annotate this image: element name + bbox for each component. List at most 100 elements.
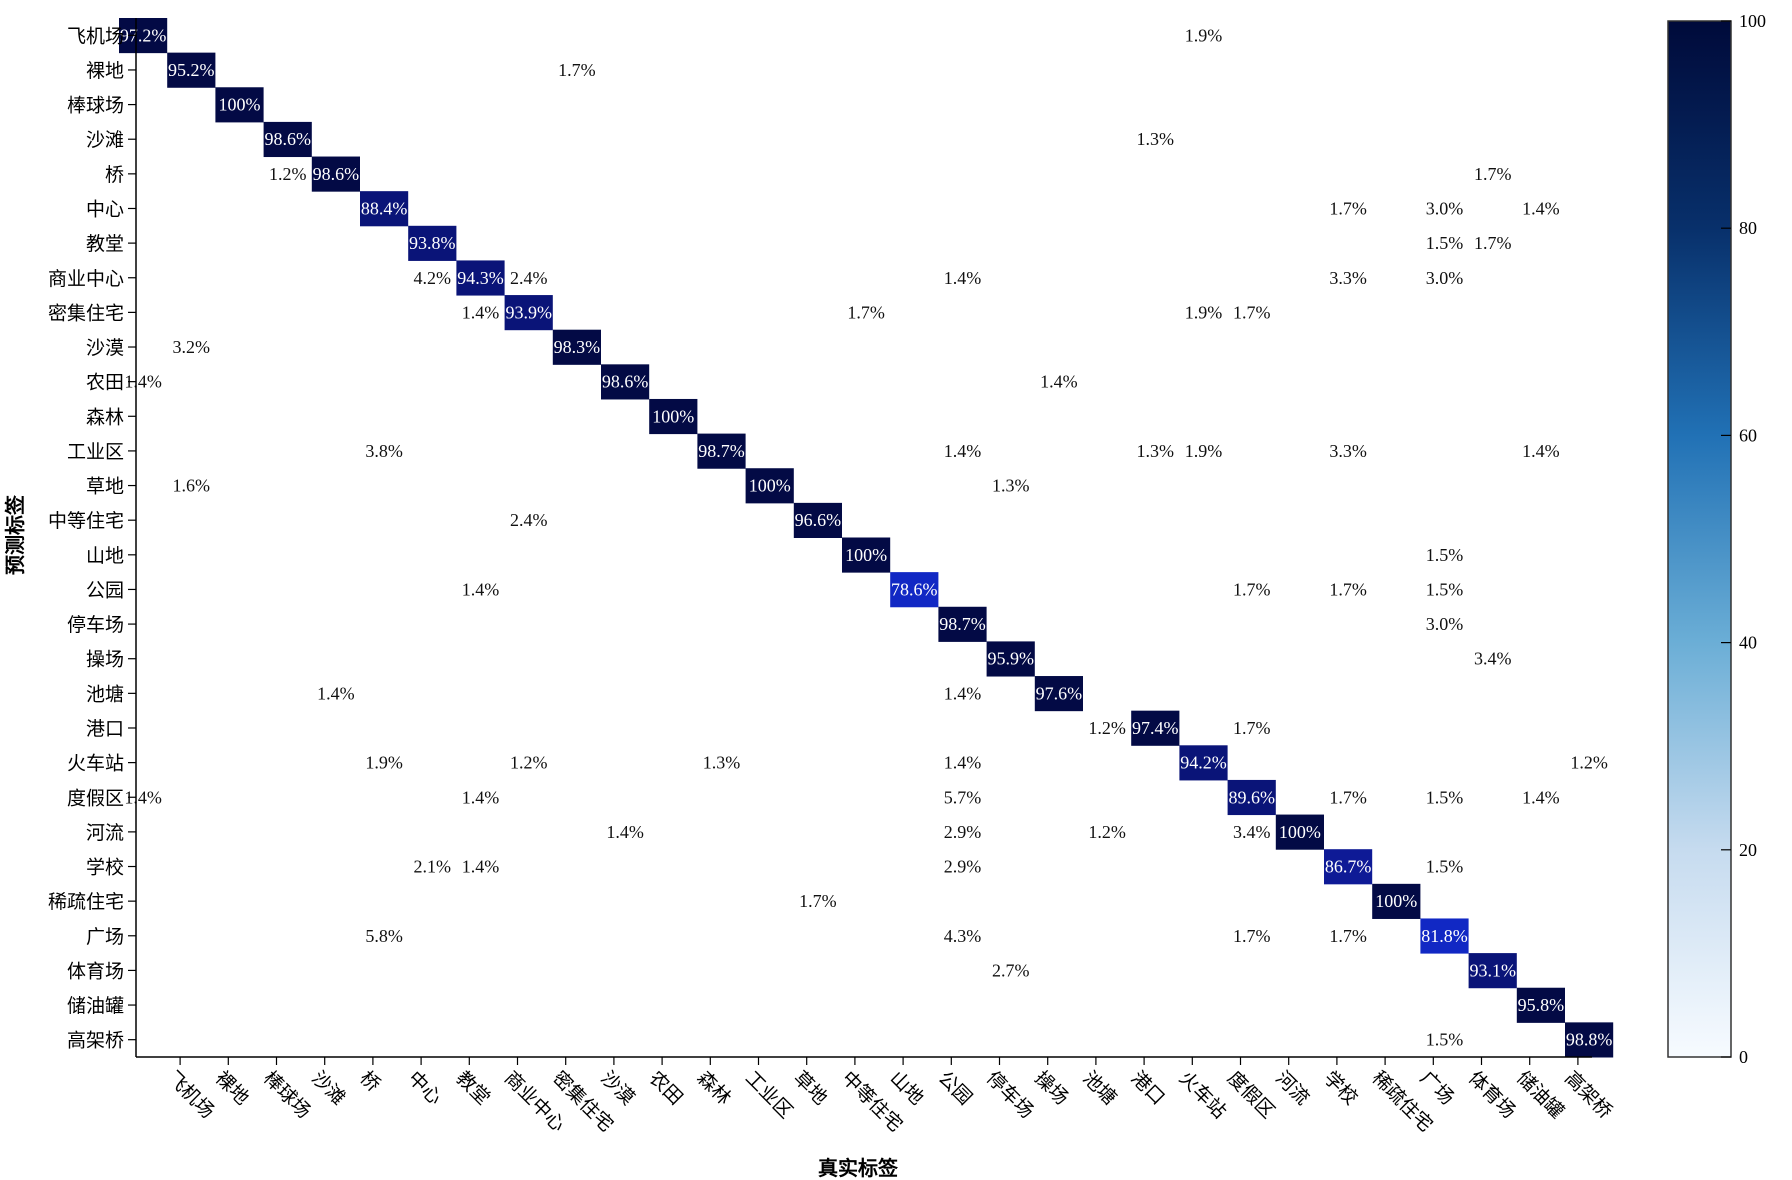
x-tick-label: 港口	[1127, 1067, 1169, 1109]
cell-value-label: 97.4%	[1132, 718, 1179, 738]
y-tick-label: 学校	[86, 857, 124, 879]
matrix-cell	[1565, 1022, 1614, 1058]
cell-value-label: 100%	[1375, 891, 1417, 911]
cell-value-label: 1.7%	[1233, 926, 1271, 946]
y-tick-label: 裸地	[86, 60, 124, 82]
y-tick-label: 商业中心	[48, 268, 124, 290]
matrix-cell	[1324, 849, 1373, 885]
y-tick-label: 停车场	[67, 614, 124, 636]
cell-value-label: 97.6%	[1036, 683, 1083, 703]
matrix-cell	[793, 502, 842, 538]
cell-value-label: 86.7%	[1325, 857, 1372, 877]
y-tick-label: 中心	[86, 198, 124, 220]
y-tick-label: 农田	[86, 372, 124, 394]
cell-value-label: 1.4%	[944, 753, 982, 773]
cell-value-label: 1.7%	[847, 302, 885, 322]
colorbar: 0 20 40 60 80 100	[1667, 11, 1766, 1067]
cell-value-label: 100%	[749, 476, 791, 496]
y-tick-label: 飞机场	[67, 25, 124, 47]
cell-value-label: 1.9%	[1185, 441, 1223, 461]
colorbar-tick-label: 0	[1739, 1047, 1748, 1067]
colorbar-tick-label: 100	[1739, 11, 1766, 31]
x-tick-label: 棒球场	[259, 1067, 315, 1123]
y-tick-label: 体育场	[67, 960, 124, 982]
y-tick-label: 沙漠	[86, 337, 124, 359]
cell-value-label: 81.8%	[1421, 926, 1468, 946]
cell-value-label: 1.7%	[1233, 579, 1271, 599]
cell-value-label: 5.7%	[944, 787, 982, 807]
cell-value-label: 1.3%	[1137, 441, 1175, 461]
matrix-cell	[649, 398, 698, 435]
cell-value-label: 1.9%	[365, 753, 403, 773]
matrix-cell	[552, 329, 601, 365]
y-tick-label: 操场	[86, 649, 124, 671]
cell-value-label: 1.4%	[462, 579, 500, 599]
matrix-cell	[601, 364, 650, 400]
cell-value-label: 94.3%	[457, 268, 504, 288]
x-tick-label: 广场	[1416, 1067, 1458, 1109]
cell-value-label: 1.7%	[558, 60, 596, 80]
cell-value-label: 98.6%	[313, 164, 360, 184]
y-tick-label: 山地	[86, 545, 124, 567]
x-tick-label: 体育场	[1464, 1067, 1520, 1123]
cell-value-label: 1.4%	[1522, 441, 1560, 461]
cell-value-label: 1.4%	[462, 787, 500, 807]
x-tick-label: 高架桥	[1560, 1067, 1616, 1123]
matrix-cell	[1227, 779, 1276, 816]
cell-value-label: 2.9%	[944, 822, 982, 842]
y-tick-label: 森林	[86, 406, 124, 428]
matrix-cell	[842, 537, 891, 573]
cell-value-label: 93.1%	[1469, 960, 1516, 980]
cell-value-label: 95.9%	[987, 649, 1034, 669]
matrix-cell	[408, 225, 457, 261]
cell-value-label: 98.3%	[554, 337, 601, 357]
x-tick-label: 操场	[1030, 1067, 1072, 1109]
cell-value-label: 96.6%	[795, 510, 842, 530]
cell-value-label: 1.4%	[944, 683, 982, 703]
cell-value-label: 1.4%	[462, 302, 500, 322]
cell-value-label: 1.7%	[1474, 233, 1512, 253]
y-tick-labels: 飞机场裸地棒球场沙滩桥中心教堂商业中心密集住宅沙漠农田森林工业区草地中等住宅山地…	[48, 25, 124, 1051]
y-tick-label: 沙滩	[86, 129, 124, 151]
cell-value-label: 100%	[1279, 822, 1321, 842]
x-tick-label: 中心	[404, 1067, 446, 1109]
x-tick-label: 草地	[789, 1067, 831, 1109]
cell-value-label: 1.5%	[1426, 857, 1464, 877]
cell-value-label: 3.2%	[173, 337, 211, 357]
cell-value-label: 98.8%	[1566, 1030, 1613, 1050]
x-tick-label: 森林	[693, 1067, 735, 1109]
cell-value-label: 1.7%	[1329, 198, 1367, 218]
cell-value-label: 1.7%	[1329, 579, 1367, 599]
y-tick-label: 河流	[86, 822, 124, 844]
cell-value-label: 95.2%	[168, 60, 215, 80]
cell-value-label: 1.7%	[1474, 164, 1512, 184]
cell-value-label: 1.6%	[173, 476, 211, 496]
cell-value-label: 1.4%	[1522, 787, 1560, 807]
x-axis-title: 真实标签	[818, 1156, 899, 1180]
cell-value-label: 1.7%	[1329, 926, 1367, 946]
colorbar-tick-label: 20	[1739, 840, 1757, 860]
y-tick-label: 储油罐	[67, 995, 124, 1017]
cell-value-label: 1.2%	[510, 753, 548, 773]
cell-value-label: 98.6%	[264, 129, 311, 149]
cell-value-label: 5.8%	[365, 926, 403, 946]
cell-value-label: 1.9%	[1185, 25, 1223, 45]
colorbar-tick-label: 40	[1739, 633, 1757, 653]
x-tick-label: 沙滩	[307, 1067, 349, 1109]
y-tick-label: 工业区	[67, 441, 124, 463]
x-tick-label: 裸地	[211, 1067, 253, 1109]
cell-value-label: 97.2%	[120, 25, 167, 45]
matrix-cell	[311, 156, 360, 192]
colorbar-tick-label: 80	[1739, 218, 1757, 238]
y-tick-label: 港口	[86, 718, 124, 740]
heatmap-cells: 97.2% 1.9% 95.2% 1.7% 100% 98.6% 1.3% 1.2% 98.6%…	[119, 18, 1614, 1058]
cell-value-label: 1.5%	[1426, 233, 1464, 253]
cell-value-label: 3.4%	[1233, 822, 1271, 842]
cell-value-label: 78.6%	[891, 579, 938, 599]
cell-value-label: 93.8%	[409, 233, 456, 253]
cell-value-label: 95.8%	[1518, 995, 1565, 1015]
cell-value-label: 1.3%	[703, 753, 741, 773]
cell-value-label: 4.3%	[944, 926, 982, 946]
cell-value-label: 1.4%	[317, 683, 355, 703]
